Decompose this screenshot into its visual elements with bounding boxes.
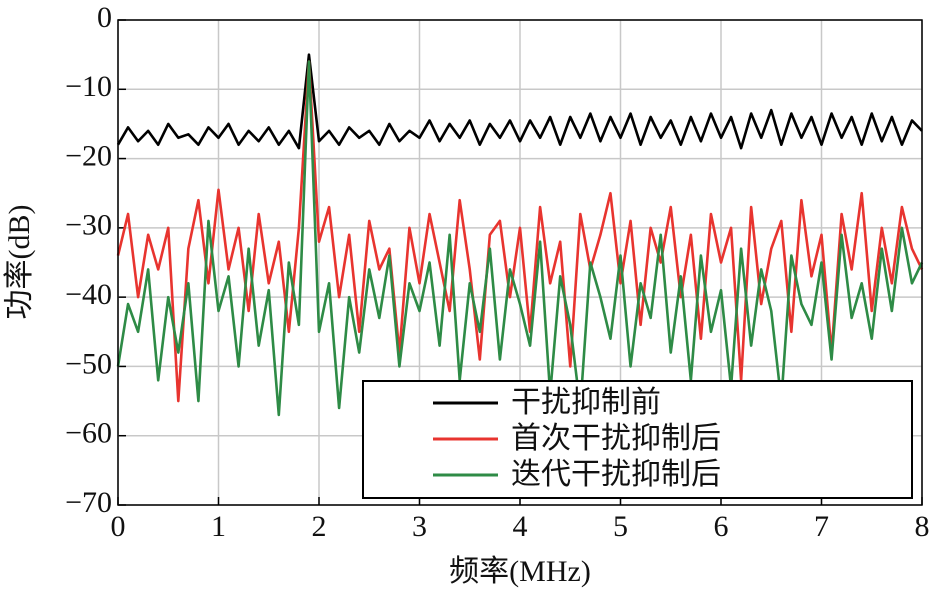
y-tick-label: −10: [65, 70, 112, 103]
x-tick-label: 8: [915, 510, 930, 543]
x-tick-label: 0: [111, 510, 126, 543]
x-tick-label: 4: [513, 510, 528, 543]
series-line: [116, 60, 924, 417]
x-tick-label: 3: [412, 510, 427, 543]
x-tick-label: 5: [613, 510, 628, 543]
x-tick-label: 2: [312, 510, 327, 543]
x-axis-label: 频率(MHz): [449, 555, 591, 588]
y-tick-label: 0: [97, 1, 112, 34]
legend-label: 迭代干扰抑制后: [511, 458, 721, 491]
plot-frame: [117, 19, 923, 506]
y-axis-label: 功率(dB): [3, 205, 36, 320]
y-tick-label: −60: [65, 417, 112, 450]
y-tick-label: −70: [65, 486, 112, 519]
x-tick-label: 7: [814, 510, 829, 543]
y-tick-label: −50: [65, 347, 112, 380]
series-line: [116, 53, 923, 150]
y-tick-label: −20: [65, 139, 112, 172]
x-tick-label: 6: [714, 510, 729, 543]
legend-label: 干扰抑制前: [511, 386, 661, 419]
y-tick-label: −30: [65, 209, 112, 242]
x-tick-label: 1: [211, 510, 226, 543]
legend-label: 首次干扰抑制后: [511, 422, 721, 455]
y-tick-label: −40: [65, 278, 112, 311]
